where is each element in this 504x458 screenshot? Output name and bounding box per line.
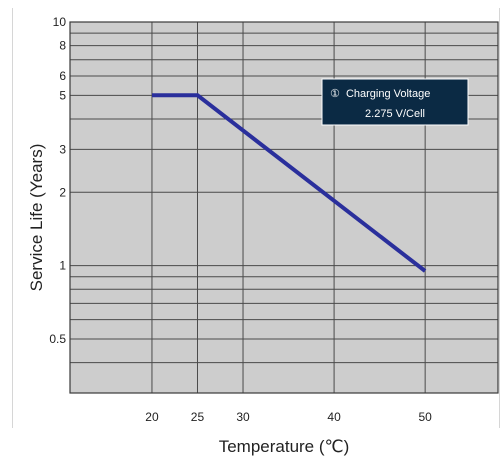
annotation-title: Charging Voltage [346, 88, 430, 100]
y-tick-label: 3 [59, 142, 66, 156]
x-tick-labels: 20 25 30 40 50 [145, 410, 432, 424]
y-tick-label: 5 [59, 88, 66, 102]
annotation-line-1: ① Charging Voltage [330, 88, 430, 100]
y-axis-title: Service Life (Years) [27, 144, 46, 292]
y-tick-labels: 10 8 6 5 3 2 1 0.5 [49, 15, 66, 346]
x-tick-label: 40 [327, 410, 341, 424]
y-tick-label: 0.5 [49, 332, 66, 346]
x-tick-label: 50 [418, 410, 432, 424]
annotation-symbol: ① [330, 88, 340, 100]
y-tick-label: 2 [59, 185, 66, 199]
annotation-box: ① Charging Voltage 2.275 V/Cell [322, 79, 468, 125]
annotation-line-2: 2.275 V/Cell [365, 108, 425, 120]
y-tick-label: 10 [53, 15, 67, 29]
y-tick-label: 6 [59, 69, 66, 83]
x-tick-label: 25 [191, 410, 205, 424]
y-tick-label: 1 [59, 259, 66, 273]
plot-area [70, 22, 498, 393]
x-tick-label: 30 [236, 410, 250, 424]
x-axis-title: Temperature (℃) [219, 437, 350, 456]
x-tick-label: 20 [145, 410, 159, 424]
y-tick-label: 8 [59, 39, 66, 53]
